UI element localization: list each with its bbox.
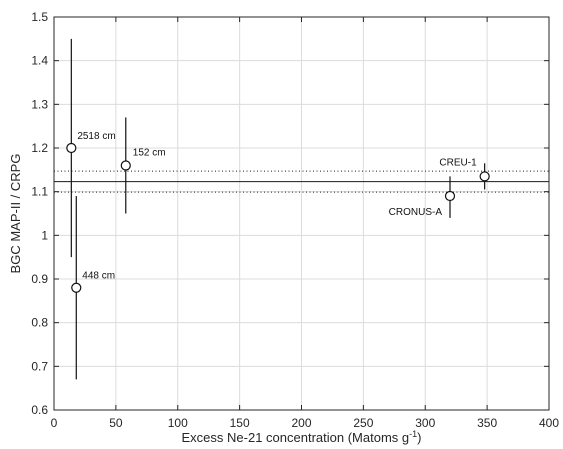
- point-label: CREU-1: [439, 157, 477, 168]
- y-tick-label: 1.4: [31, 54, 48, 68]
- point-label: 448 cm: [82, 271, 115, 282]
- data-point: 448 cm: [71, 196, 115, 380]
- data-marker: [120, 160, 131, 171]
- x-tick-label: 50: [109, 416, 123, 430]
- y-axis-label: BGC MAP-II / CRPG: [8, 154, 23, 274]
- data-marker: [66, 142, 77, 154]
- data-points: 2518 cm 448 cm 152 cm CRONUS-A CREU-1: [66, 38, 490, 380]
- point-label: 152 cm: [133, 147, 166, 158]
- data-point: CREU-1: [439, 157, 490, 190]
- y-tick-label: 0.6: [31, 403, 48, 417]
- y-tick-label: 1.3: [31, 97, 48, 111]
- y-tick-label: 1: [41, 228, 48, 242]
- y-tick-label: 0.7: [31, 359, 48, 373]
- x-tick-label: 400: [539, 416, 559, 430]
- x-tick-label: 250: [353, 416, 373, 430]
- data-point: CRONUS-A: [389, 176, 456, 218]
- grid: [53, 16, 550, 411]
- x-tick-label: 150: [230, 416, 250, 430]
- x-tick-label: 200: [291, 416, 311, 430]
- x-axis-label: Excess Ne-21 concentration (Matoms g-1): [182, 429, 422, 445]
- x-tick-label: 350: [477, 416, 497, 430]
- y-tick-label: 1.2: [31, 141, 48, 155]
- data-point: 152 cm: [120, 117, 166, 214]
- point-label: CRONUS-A: [389, 207, 443, 218]
- point-label: 2518 cm: [77, 131, 115, 142]
- y-tick-label: 1.5: [31, 10, 48, 24]
- data-marker: [479, 171, 490, 182]
- reference-lines: [54, 170, 549, 193]
- y-tick-label: 0.9: [31, 272, 48, 286]
- x-tick-label: 0: [51, 416, 58, 430]
- x-tick-label: 100: [168, 416, 188, 430]
- data-point: 2518 cm: [66, 38, 116, 258]
- y-tick-label: 0.8: [31, 316, 48, 330]
- y-tick-label: 1.1: [31, 185, 48, 199]
- data-marker: [71, 282, 82, 293]
- data-marker: [444, 190, 456, 202]
- ticks: 0 50 100 150 200 250 300 350 400 0.6 0.7 0.8 0.9 1 1.1…: [31, 10, 559, 430]
- x-tick-label: 300: [415, 416, 435, 430]
